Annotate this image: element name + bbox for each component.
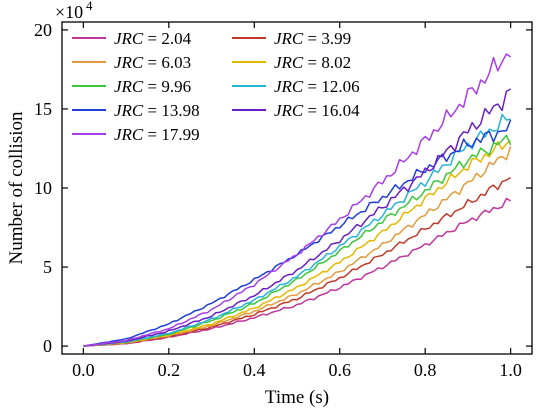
- legend-label: JRC = 12.06: [274, 77, 360, 96]
- y-tick-label: 0: [43, 336, 52, 356]
- x-axis-label: Time (s): [265, 387, 329, 408]
- series-line: [83, 139, 512, 347]
- legend-label: JRC = 3.99: [274, 29, 351, 48]
- series-line: [83, 88, 511, 347]
- legend-label: JRC = 9.96: [114, 77, 191, 96]
- x-tick-label: 0.6: [328, 360, 351, 380]
- legend-label: JRC = 6.03: [114, 53, 191, 72]
- series-line: [83, 176, 511, 347]
- legend-label: JRC = 13.98: [114, 101, 200, 120]
- ticks-layer: 0.0 0.2 0.4 0.6 0.8 1.0 0 5 10 15 20: [34, 20, 532, 380]
- y-tick-label: 5: [43, 257, 52, 277]
- x-tick-label: 0.2: [158, 360, 181, 380]
- series-layer: [83, 53, 512, 347]
- series-line: [83, 134, 512, 347]
- x-tick-label: 0.4: [243, 360, 266, 380]
- y-multiplier: ×10 4: [55, 0, 93, 22]
- x-tick-label: 1.0: [499, 360, 522, 380]
- y-axis-label: Number of collision: [6, 111, 27, 265]
- y-tick-label: 10: [34, 178, 52, 198]
- y-multiplier-exp: 4: [86, 0, 93, 13]
- x-tick-label: 0.0: [72, 360, 95, 380]
- y-tick-label: 15: [34, 99, 52, 119]
- legend-label: JRC = 8.02: [274, 53, 351, 72]
- y-multiplier-label: ×10: [55, 2, 83, 22]
- legend-label: JRC = 16.04: [274, 101, 360, 120]
- legend-label: JRC = 2.04: [114, 29, 192, 48]
- series-line: [83, 197, 511, 347]
- series-line: [83, 53, 512, 347]
- series-line: [83, 119, 512, 347]
- series-line: [83, 146, 512, 347]
- legend: JRC = 2.04 JRC = 3.99 JRC = 6.03 JRC = 8.02…: [72, 29, 360, 144]
- legend-label: JRC = 17.99: [114, 125, 200, 144]
- series-line: [83, 113, 511, 347]
- x-tick-label: 0.8: [414, 360, 437, 380]
- plot-area: 0.0 0.2 0.4 0.6 0.8 1.0 0 5 10 15 20: [34, 20, 533, 380]
- y-tick-label: 20: [34, 20, 52, 40]
